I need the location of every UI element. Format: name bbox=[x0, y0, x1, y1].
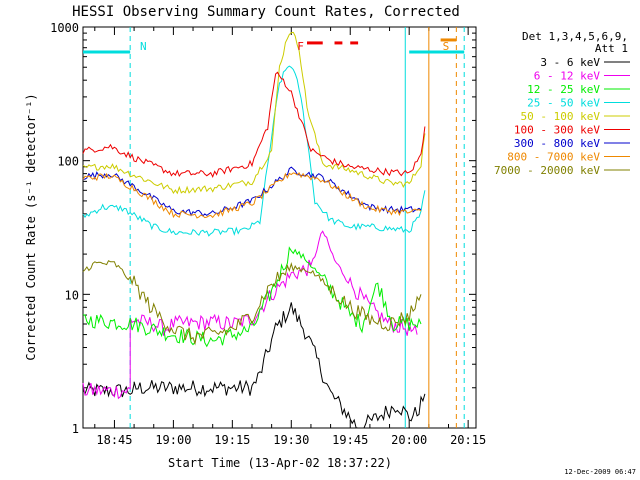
legend-entry-4: 50 - 100 keV bbox=[521, 110, 601, 123]
timestamp: 12-Dec-2009 06:47 bbox=[564, 468, 636, 476]
legend-entry-5: 100 - 300 keV bbox=[514, 124, 600, 137]
series-line-4 bbox=[82, 31, 426, 195]
series-line-2 bbox=[82, 246, 422, 348]
annotation-label: S bbox=[443, 40, 450, 53]
annotation-label: N bbox=[140, 40, 147, 53]
legend-entry-6: 300 - 800 keV bbox=[514, 137, 600, 150]
legend-header: Det 1,3,4,5,6,9, bbox=[522, 30, 628, 43]
chart-title: HESSI Observing Summary Count Rates, Cor… bbox=[72, 4, 460, 20]
annotation-label: F bbox=[297, 40, 304, 53]
y-axis-label: Corrected Count Rate (s⁻¹ detector⁻¹) bbox=[24, 93, 38, 360]
legend-entry-2: 12 - 25 keV bbox=[527, 83, 600, 96]
plot-area: 1 10 100 1000 18:45 19:00 19:15 19:30 19:45 20:00… bbox=[50, 21, 486, 447]
plot-frame bbox=[82, 26, 477, 429]
y-tick-label: 100 bbox=[57, 155, 79, 169]
y-tick-label: 1 bbox=[72, 422, 79, 436]
series-line-8 bbox=[82, 260, 422, 346]
x-tick-label: 20:00 bbox=[391, 433, 427, 447]
series-line-0 bbox=[82, 302, 426, 429]
series-line-5 bbox=[82, 71, 426, 178]
legend-entry-1: 6 - 12 keV bbox=[534, 70, 601, 83]
legend-entry-8: 7000 - 20000 keV bbox=[494, 164, 600, 177]
x-tick-label: 19:00 bbox=[155, 433, 191, 447]
x-tick-label: 20:15 bbox=[450, 433, 486, 447]
series-line-7 bbox=[82, 172, 422, 219]
legend-entry-0: 3 - 6 keV bbox=[540, 56, 600, 69]
x-tick-label: 19:45 bbox=[332, 433, 368, 447]
legend-header: Att 1 bbox=[595, 42, 628, 55]
series-line-6 bbox=[82, 166, 422, 217]
legend-entry-7: 800 - 7000 keV bbox=[507, 151, 600, 164]
y-tick-label: 1000 bbox=[50, 21, 79, 35]
x-tick-label: 19:15 bbox=[214, 433, 250, 447]
y-tick-label: 10 bbox=[65, 288, 79, 302]
x-tick-label: 19:30 bbox=[273, 433, 309, 447]
x-axis-label: Start Time (13-Apr-02 18:37:22) bbox=[168, 456, 392, 470]
series-line-1 bbox=[82, 230, 418, 400]
x-tick-label: 18:45 bbox=[96, 433, 132, 447]
series-line-3 bbox=[82, 65, 426, 237]
legend-entry-3: 25 - 50 keV bbox=[527, 97, 600, 110]
